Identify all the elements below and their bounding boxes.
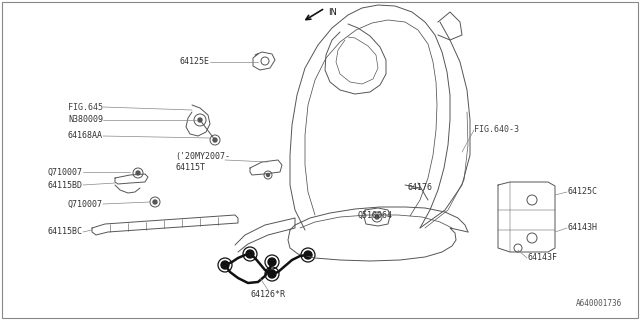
Circle shape bbox=[221, 261, 229, 269]
Text: ('20MY2007-: ('20MY2007- bbox=[175, 153, 230, 162]
Text: 64115BC: 64115BC bbox=[48, 228, 83, 236]
Text: 64125E: 64125E bbox=[180, 58, 210, 67]
Text: 64176: 64176 bbox=[408, 183, 433, 193]
Circle shape bbox=[246, 250, 254, 258]
Text: Q510064: Q510064 bbox=[358, 211, 393, 220]
Text: 64143F: 64143F bbox=[527, 253, 557, 262]
Circle shape bbox=[213, 138, 217, 142]
Circle shape bbox=[153, 200, 157, 204]
Text: 64125C: 64125C bbox=[567, 188, 597, 196]
Text: 64115T: 64115T bbox=[175, 163, 205, 172]
Text: 64126*R: 64126*R bbox=[250, 290, 285, 299]
Circle shape bbox=[375, 215, 379, 219]
Text: N380009: N380009 bbox=[68, 116, 103, 124]
Text: FIG.645: FIG.645 bbox=[68, 102, 103, 111]
Text: Q710007: Q710007 bbox=[48, 167, 83, 177]
Circle shape bbox=[198, 118, 202, 122]
Text: 64168AA: 64168AA bbox=[68, 132, 103, 140]
Text: IN: IN bbox=[328, 8, 337, 17]
Text: 64115BD: 64115BD bbox=[48, 180, 83, 189]
Text: Q710007: Q710007 bbox=[68, 199, 103, 209]
Circle shape bbox=[268, 258, 276, 266]
Circle shape bbox=[136, 171, 140, 175]
Circle shape bbox=[268, 270, 276, 278]
Text: A640001736: A640001736 bbox=[576, 299, 622, 308]
Circle shape bbox=[266, 173, 269, 177]
Circle shape bbox=[304, 251, 312, 259]
Text: 64143H: 64143H bbox=[567, 223, 597, 233]
Text: FIG.640-3: FIG.640-3 bbox=[474, 125, 519, 134]
